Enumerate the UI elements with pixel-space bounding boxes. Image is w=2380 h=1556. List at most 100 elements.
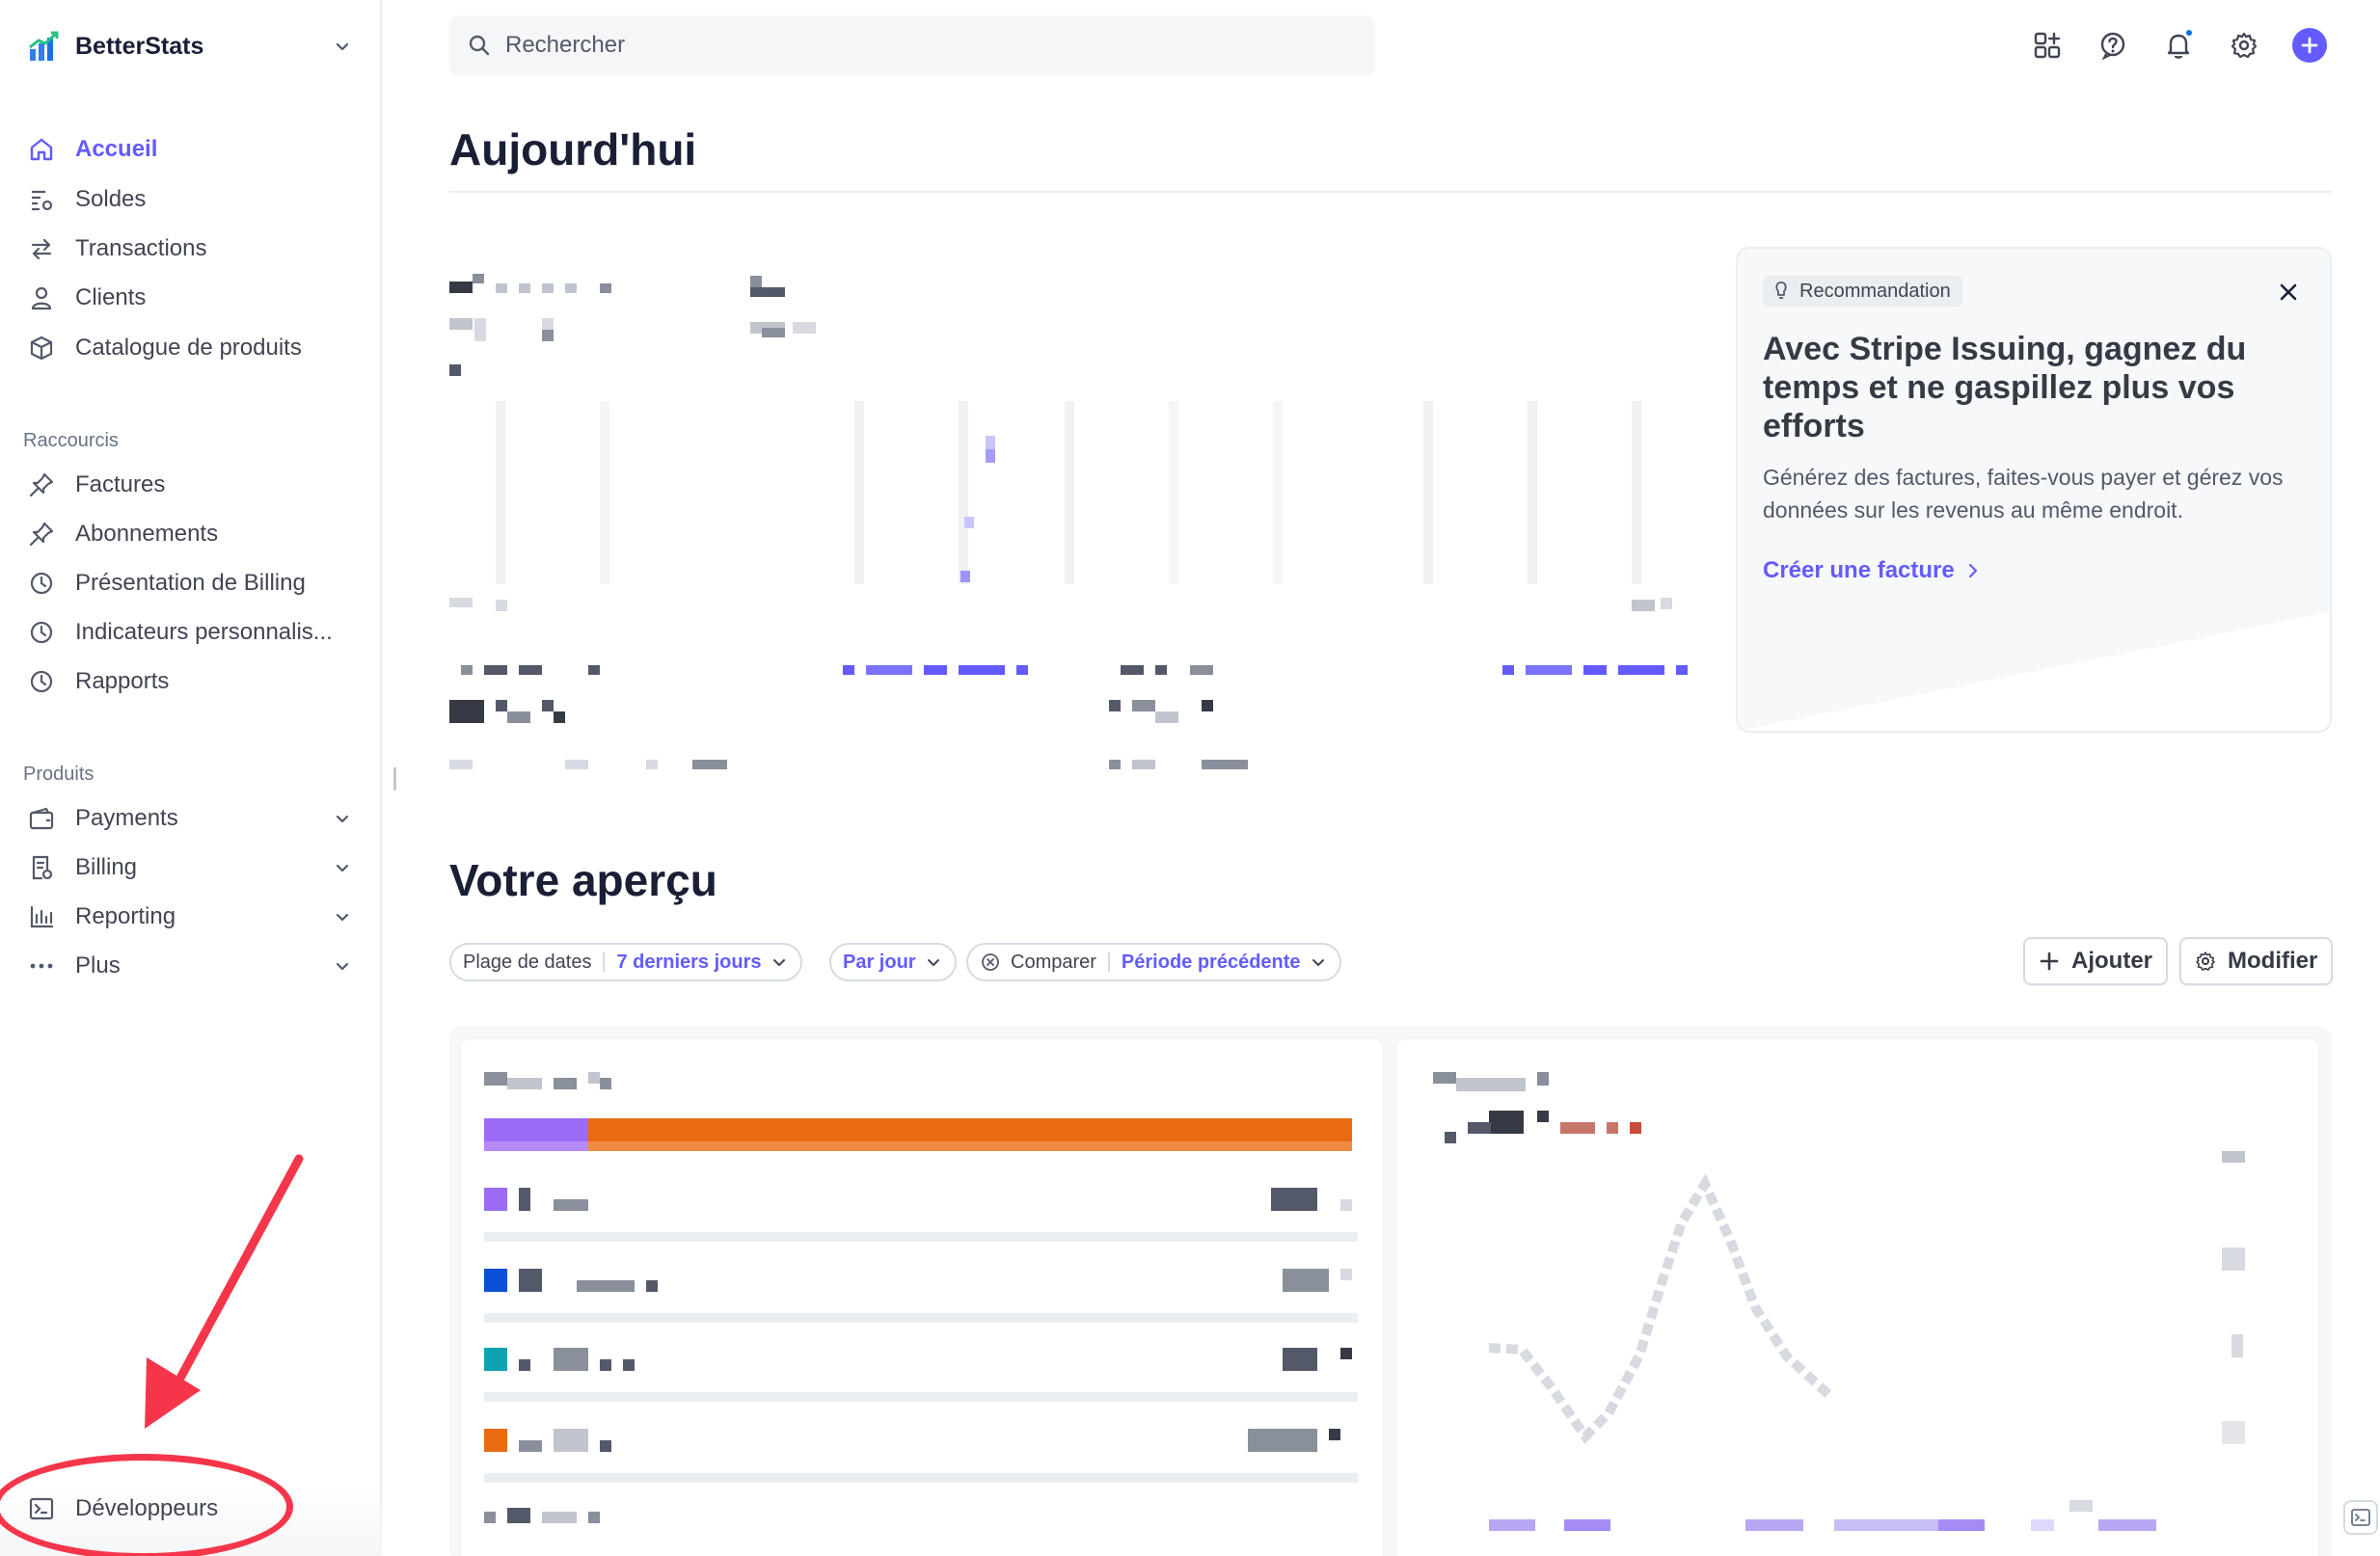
redacted-today-metrics: [446, 266, 1699, 787]
sidebar: BetterStats Accueil Soldes Transactions …: [0, 0, 382, 1556]
recommendation-badge: Recommandation: [1763, 276, 1962, 307]
account-name: BetterStats: [75, 32, 204, 60]
chevron-down-icon: [336, 815, 349, 823]
sidebar-resize-handle[interactable]: [393, 767, 396, 791]
sidebar-item-rapports[interactable]: Rapports: [27, 659, 351, 704]
sidebar-item-label: Catalogue de produits: [75, 335, 302, 361]
remove-circle-icon[interactable]: [980, 952, 1001, 973]
invoice-icon: [27, 853, 56, 882]
annotation-ellipse: [0, 1454, 293, 1556]
bar-chart-icon: [27, 902, 56, 931]
edit-overview-button[interactable]: Modifier: [2179, 937, 2334, 985]
sidebar-item-reporting[interactable]: Reporting: [27, 895, 351, 939]
create-button[interactable]: [2287, 23, 2332, 67]
clock-icon: [27, 618, 56, 647]
bar-segment-orange: [588, 1118, 1352, 1151]
person-icon: [27, 283, 56, 312]
sidebar-item-label: Transactions: [75, 235, 207, 261]
transfer-arrows-icon: [27, 234, 56, 263]
sidebar-item-indicateurs[interactable]: Indicateurs personnalis...: [27, 610, 351, 655]
bar-segment-purple: [484, 1118, 588, 1151]
sidebar-item-label: Abonnements: [75, 521, 219, 547]
clock-icon: [27, 667, 56, 696]
terminal-icon: [2351, 1509, 2370, 1526]
bell-icon[interactable]: [2156, 23, 2201, 67]
chevron-down-icon: [1312, 959, 1324, 966]
interval-filter[interactable]: Par jour: [829, 943, 957, 981]
overview-title: Votre aperçu: [449, 855, 717, 905]
sidebar-item-label: Factures: [75, 471, 166, 497]
sidebar-item-label: Clients: [75, 284, 147, 310]
plus-icon: [2292, 28, 2327, 63]
row-divider: [484, 1473, 1358, 1483]
gear-icon[interactable]: [2222, 23, 2266, 67]
filter-value: Par jour: [843, 951, 916, 973]
search-input[interactable]: [505, 32, 1277, 59]
sidebar-item-catalogue[interactable]: Catalogue de produits: [27, 326, 351, 370]
filter-value: Période précédente: [1121, 951, 1301, 973]
sidebar-item-presentation-billing[interactable]: Présentation de Billing: [27, 561, 351, 605]
search-bar[interactable]: [449, 15, 1375, 75]
sidebar-item-label: Accueil: [75, 136, 158, 162]
overview-widget-right: [1396, 1039, 2318, 1556]
sidebar-item-label: Présentation de Billing: [75, 570, 306, 596]
sidebar-item-label: Payments: [75, 805, 178, 831]
button-label: Modifier: [2228, 948, 2318, 974]
home-icon: [27, 135, 56, 164]
close-button[interactable]: [2274, 278, 2303, 307]
gear-icon: [2196, 952, 2215, 971]
clock-icon: [27, 569, 56, 598]
badge-label: Recommandation: [1799, 280, 1951, 302]
sidebar-item-billing[interactable]: Billing: [27, 845, 351, 890]
filter-value: 7 derniers jours: [616, 951, 762, 973]
page-title: Aujourd'hui: [449, 124, 697, 174]
card-background-wedge: [1738, 611, 2330, 731]
title-divider: [449, 191, 2332, 193]
sidebar-item-label: Indicateurs personnalis...: [75, 619, 333, 645]
sidebar-item-clients[interactable]: Clients: [27, 276, 351, 320]
sidebar-item-abonnements[interactable]: Abonnements: [27, 512, 351, 556]
shell-console-button[interactable]: [2343, 1500, 2378, 1535]
chevron-down-icon: [772, 959, 785, 966]
sidebar-item-label: Reporting: [75, 903, 176, 929]
sidebar-item-payments[interactable]: Payments: [27, 796, 351, 841]
link-label: Créer une facture: [1763, 557, 1955, 583]
row-divider: [484, 1392, 1358, 1402]
sidebar-item-label: Soldes: [75, 186, 147, 212]
sidebar-item-accueil[interactable]: Accueil: [27, 127, 351, 172]
recommendation-title: Avec Stripe Issuing, gagnez du temps et …: [1763, 331, 2247, 444]
create-invoice-link[interactable]: Créer une facture: [1763, 557, 1982, 584]
recommendation-body: Générez des factures, faites-vous payer …: [1763, 465, 2284, 523]
help-icon[interactable]: [2091, 23, 2135, 67]
sidebar-item-label: Rapports: [75, 668, 170, 694]
topbar-icons: [2025, 23, 2332, 67]
section-label-produits: Produits: [23, 764, 95, 785]
chevron-down-icon: [336, 864, 349, 872]
row-divider: [484, 1232, 1358, 1242]
date-range-filter[interactable]: Plage de dates 7 derniers jours: [449, 943, 802, 981]
add-widget-button[interactable]: Ajouter: [2023, 937, 2168, 985]
chevron-down-icon: [336, 42, 349, 51]
account-switcher[interactable]: BetterStats: [27, 25, 351, 67]
brand-logo-icon: [29, 31, 59, 61]
pin-icon: [27, 470, 56, 499]
row-divider: [484, 1313, 1358, 1323]
chevron-down-icon: [336, 913, 349, 922]
annotation-arrow-icon: [145, 1154, 304, 1429]
redacted-line-chart: [1488, 1173, 1836, 1444]
sidebar-item-transactions[interactable]: Transactions: [27, 227, 351, 271]
compare-filter[interactable]: Comparer Période précédente: [966, 943, 1341, 981]
box-icon: [27, 334, 56, 362]
sidebar-item-soldes[interactable]: Soldes: [27, 177, 351, 222]
close-icon: [2280, 283, 2297, 301]
sidebar-item-label: Billing: [75, 854, 138, 880]
sidebar-item-factures[interactable]: Factures: [27, 463, 351, 507]
button-label: Ajouter: [2071, 948, 2152, 974]
search-icon: [469, 35, 490, 56]
apps-plus-icon[interactable]: [2025, 23, 2069, 67]
section-label-raccourcis: Raccourcis: [23, 430, 119, 451]
chevron-down-icon: [336, 962, 349, 971]
sidebar-item-plus[interactable]: Plus: [27, 944, 351, 988]
recommendation-card: Recommandation Avec Stripe Issuing, gagn…: [1736, 247, 2332, 733]
chevron-down-icon: [927, 959, 939, 966]
